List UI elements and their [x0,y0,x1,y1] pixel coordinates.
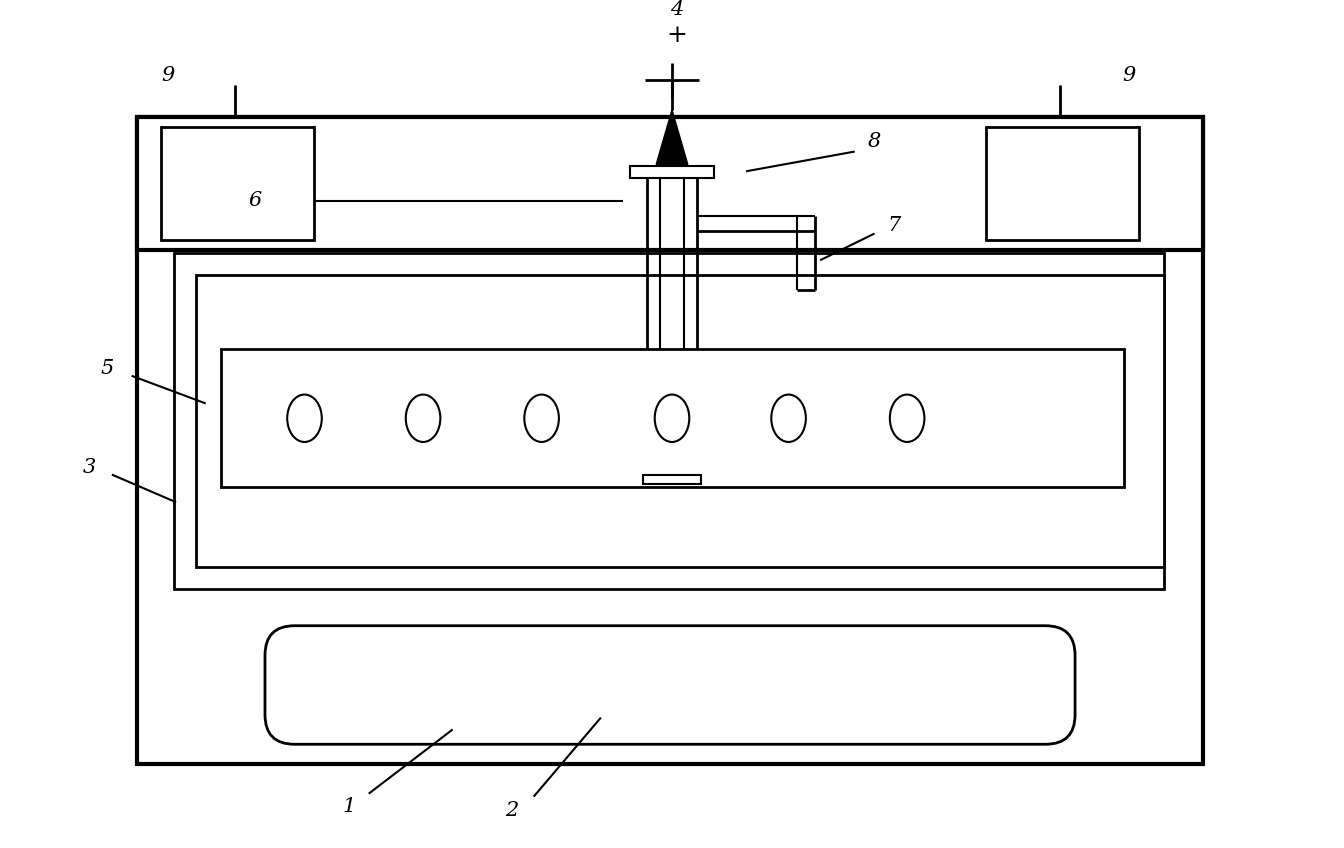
FancyBboxPatch shape [265,626,1075,745]
Ellipse shape [524,394,559,442]
Text: 5: 5 [101,360,113,378]
Text: 3: 3 [82,458,95,477]
Text: 9: 9 [161,66,175,85]
Ellipse shape [771,394,806,442]
Ellipse shape [655,394,689,442]
Text: 2: 2 [505,801,519,820]
Text: 1: 1 [343,797,356,816]
Bar [196,275,1164,567]
Ellipse shape [288,394,321,442]
Text: +: + [667,25,687,47]
Bar [137,117,1203,764]
Text: 7: 7 [887,216,900,235]
Bar [642,475,702,484]
Text: 6: 6 [249,192,262,210]
Ellipse shape [406,394,441,442]
Ellipse shape [890,394,925,442]
Bar [630,166,714,178]
Bar [986,127,1140,241]
Bar [161,127,314,241]
Bar [137,117,1203,250]
Text: 4: 4 [671,0,684,19]
Polygon shape [656,110,688,165]
Bar [175,254,1164,589]
Bar [220,349,1125,488]
Text: 9: 9 [1122,66,1136,85]
Text: 8: 8 [868,132,882,151]
